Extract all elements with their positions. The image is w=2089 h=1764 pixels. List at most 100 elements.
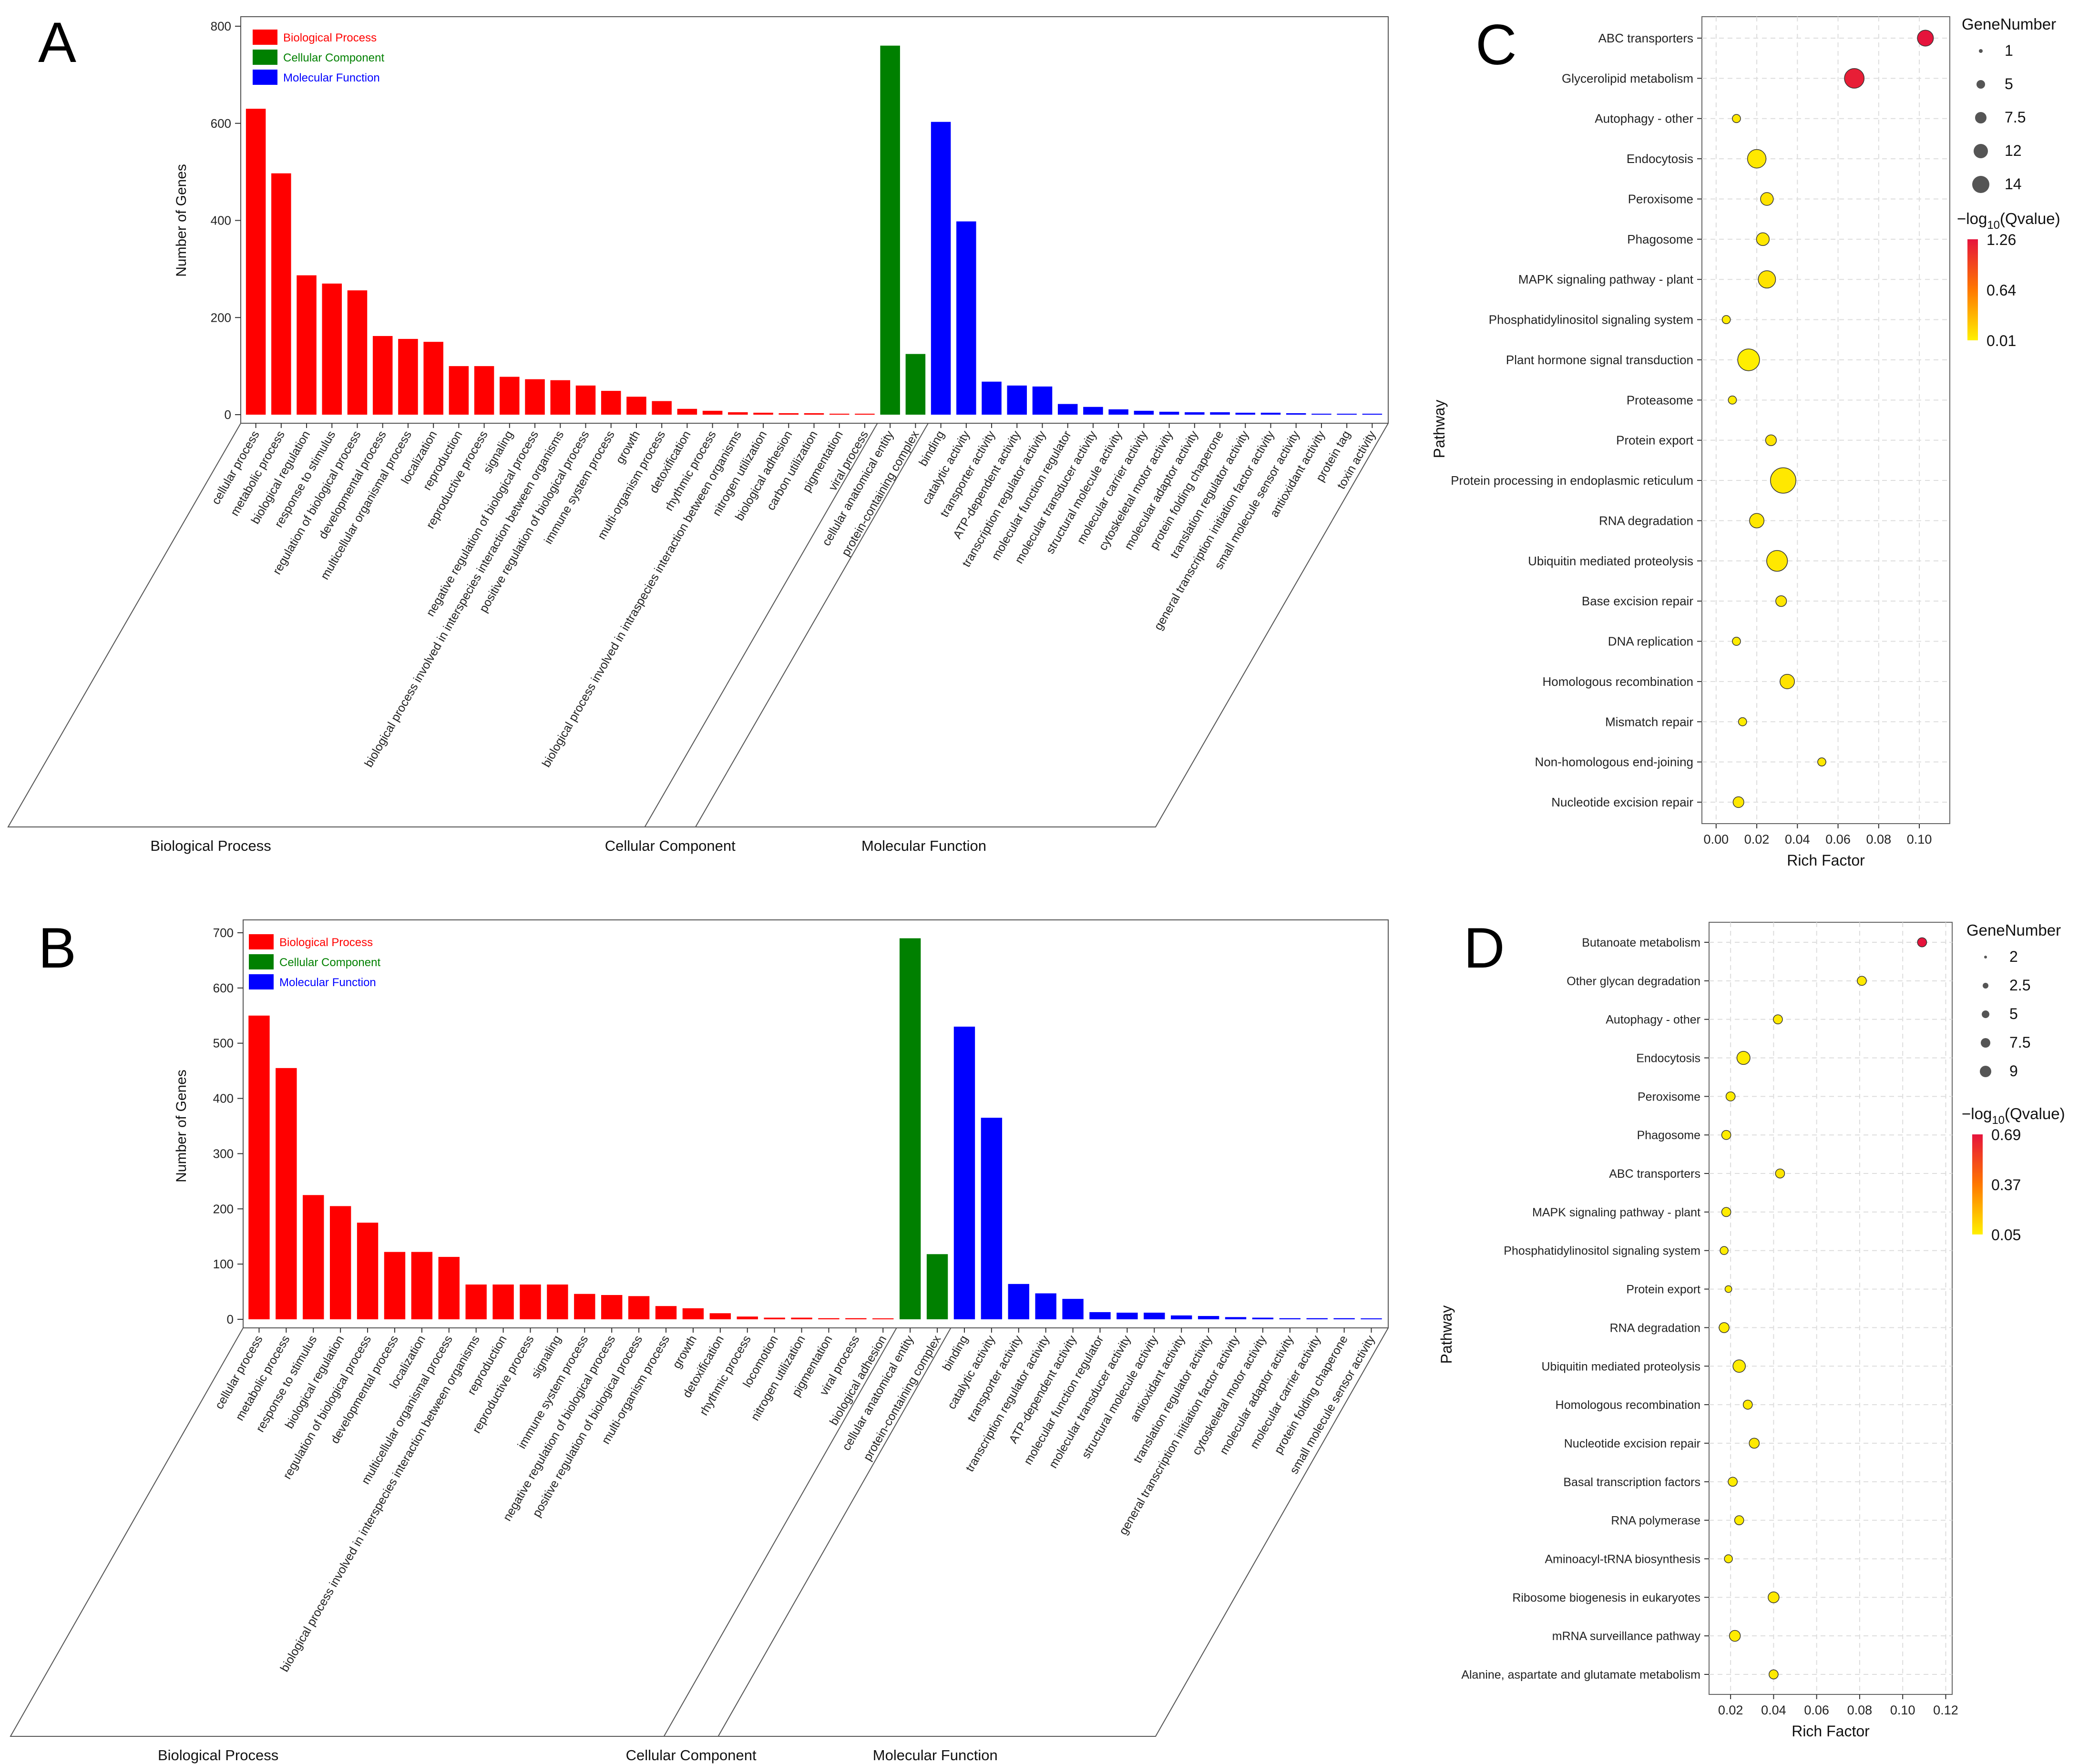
bar xyxy=(845,1318,867,1319)
bar xyxy=(438,1257,460,1319)
bubble xyxy=(1732,637,1741,646)
pathway-label: Peroxisome xyxy=(1638,1090,1700,1103)
bar xyxy=(905,354,926,415)
pathway-label: Other glycan degradation xyxy=(1567,975,1700,988)
bubble xyxy=(1773,1014,1783,1025)
bar xyxy=(1089,1312,1111,1319)
legend-swatch xyxy=(253,30,277,45)
size-legend-title: GeneNumber xyxy=(1966,921,2061,939)
pathway-label: Endocytosis xyxy=(1636,1052,1700,1065)
bubble xyxy=(1721,315,1731,324)
bar xyxy=(1362,414,1382,415)
bar xyxy=(1311,413,1331,415)
bar xyxy=(384,1252,406,1319)
panel-letter: B xyxy=(38,916,76,980)
pathway-label: Phagosome xyxy=(1627,232,1693,246)
x-tick-label: 0.10 xyxy=(1890,1703,1915,1717)
size-legend-value: 2 xyxy=(2009,948,2018,965)
x-tick-label: 0.02 xyxy=(1744,832,1770,846)
pathway-label: Phosphatidylinositol signaling system xyxy=(1504,1244,1700,1258)
x-tick-label: 0.00 xyxy=(1704,832,1729,846)
y-axis-label: Number of Genes xyxy=(174,1070,189,1183)
bubble xyxy=(1760,192,1774,206)
pathway-label: Homologous recombination xyxy=(1556,1398,1700,1412)
y-tick-label: 200 xyxy=(213,1202,234,1216)
bubble xyxy=(1732,796,1744,808)
bubble xyxy=(1734,1515,1744,1525)
plot-frame xyxy=(1709,922,1953,1695)
bar xyxy=(601,1295,623,1319)
bar xyxy=(953,1026,975,1319)
pathway-label: Ubiquitin mediated proteolysis xyxy=(1528,554,1693,568)
legend-label: Cellular Component xyxy=(279,956,380,969)
color-legend-title-sub: 10 xyxy=(1987,219,2000,232)
size-legend-value: 12 xyxy=(2005,142,2022,159)
bar xyxy=(329,1206,351,1319)
bar xyxy=(411,1252,433,1319)
bar xyxy=(931,122,951,415)
pathway-label: Phagosome xyxy=(1637,1129,1700,1142)
color-legend-title-tail: (Qvalue) xyxy=(2000,210,2060,227)
y-tick-label: 500 xyxy=(213,1036,234,1050)
bar xyxy=(764,1317,785,1319)
pathway-label: Base excision repair xyxy=(1582,594,1693,608)
color-legend-title: −log10(Qvalue) xyxy=(1962,1105,2065,1127)
group-title: Cellular Component xyxy=(605,837,736,854)
bar xyxy=(818,1318,840,1319)
bubble xyxy=(1742,1399,1753,1410)
bubble xyxy=(1844,68,1865,89)
group-title: Cellular Component xyxy=(626,1747,757,1764)
legend-label: Biological Process xyxy=(279,936,373,949)
size-legend-value: 5 xyxy=(2009,1005,2018,1022)
bar xyxy=(1306,1318,1328,1319)
bar xyxy=(652,401,672,415)
size-legend-value: 7.5 xyxy=(2009,1034,2030,1051)
bar xyxy=(500,377,520,415)
bar xyxy=(1225,1317,1247,1319)
bar xyxy=(1171,1315,1192,1319)
pathway-label: Aminoacyl-tRNA biosynthesis xyxy=(1545,1552,1700,1566)
bubble xyxy=(1758,270,1776,289)
color-legend-title-sub: 10 xyxy=(1992,1114,2005,1127)
bubble xyxy=(1720,1246,1729,1255)
group-title: Biological Process xyxy=(158,1747,278,1764)
bubble xyxy=(1765,434,1777,446)
bubble xyxy=(1775,1168,1785,1179)
panel-letter: D xyxy=(1464,916,1505,980)
bar xyxy=(550,380,571,415)
bar xyxy=(778,413,799,415)
pathway-label: Autophagy - other xyxy=(1595,112,1693,126)
bar xyxy=(899,938,921,1319)
plot-frame xyxy=(243,919,1389,1328)
pathway-label: Protein export xyxy=(1616,433,1694,448)
size-legend-value: 5 xyxy=(2005,75,2013,92)
pathway-label: Butanoate metabolism xyxy=(1582,936,1700,949)
bubble xyxy=(1775,595,1787,607)
legend-swatch xyxy=(253,70,277,85)
panel-letter: C xyxy=(1475,13,1517,77)
bar xyxy=(1108,409,1128,415)
bubble xyxy=(1724,1554,1733,1563)
bar xyxy=(1116,1313,1138,1319)
size-legend-dot xyxy=(1980,1066,1991,1077)
panel-d-kegg-bubble-chart: D 0.02 0.04 0.06 0.08 0.10 0.12 Butanoate metab… xyxy=(1438,916,2065,1740)
color-legend-value: 1.26 xyxy=(1987,231,2016,248)
bar xyxy=(1210,412,1230,415)
bar xyxy=(1083,407,1103,415)
color-legend-title-main: −log xyxy=(1962,1105,1992,1122)
bar xyxy=(1279,1318,1301,1319)
color-bar xyxy=(1967,239,1978,340)
bar xyxy=(855,413,875,415)
size-legend-dot xyxy=(1981,1038,1990,1048)
color-legend-value: 0.01 xyxy=(1987,332,2016,349)
bar xyxy=(398,339,418,415)
color-legend-value: 0.69 xyxy=(1991,1126,2021,1143)
color-legend-value: 0.64 xyxy=(1987,282,2016,299)
pathway-label: Basal transcription factors xyxy=(1563,1476,1700,1489)
pathway-label: mRNA surveillance pathway xyxy=(1552,1630,1701,1643)
group-title: Biological Process xyxy=(150,837,271,854)
bar xyxy=(1134,410,1154,415)
bubble xyxy=(1817,757,1826,766)
pathway-label: Alanine, aspartate and glutamate metabol… xyxy=(1461,1668,1700,1682)
